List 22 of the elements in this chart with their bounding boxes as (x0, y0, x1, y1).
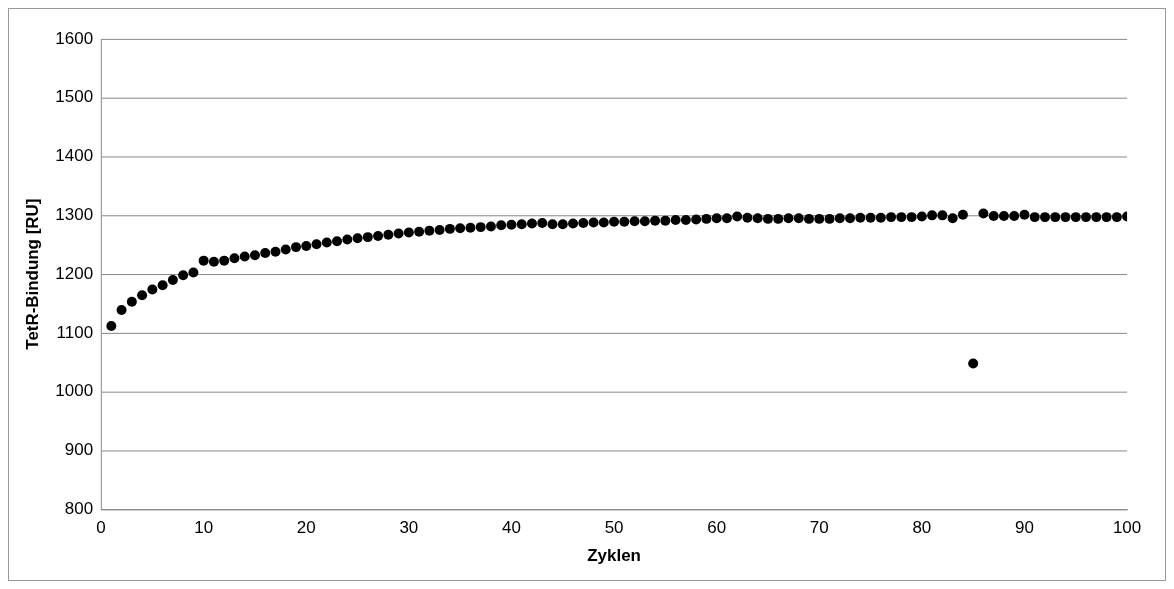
x-tick-label: 30 (399, 518, 419, 538)
x-tick-label: 40 (502, 518, 521, 538)
y-tick-label: 900 (64, 440, 94, 460)
y-tick-label: 1400 (55, 146, 94, 166)
y-tick-label: 1200 (55, 263, 94, 283)
x-tick-label: 0 (96, 518, 106, 538)
y-tick-label: 1300 (55, 205, 94, 225)
y-axis-title: TetR-Bindung [RU] (22, 198, 42, 350)
x-tick-label: 10 (194, 518, 214, 538)
x-tick-label: 50 (604, 518, 624, 538)
y-tick-label: 1600 (55, 28, 94, 48)
x-tick-label: 70 (809, 518, 829, 538)
x-tick-label: 60 (707, 518, 727, 538)
x-axis-title: Zyklen (587, 545, 641, 565)
y-tick-label: 1100 (56, 322, 94, 342)
x-tick-label: 20 (296, 518, 316, 538)
y-tick-label: 800 (64, 499, 94, 519)
y-tick-label: 1000 (55, 381, 94, 401)
x-tick-label: 80 (912, 518, 932, 538)
x-tick-label: 90 (1015, 518, 1034, 538)
y-tick-label: 1500 (55, 87, 94, 107)
x-tick-label: 100 (1112, 518, 1142, 538)
